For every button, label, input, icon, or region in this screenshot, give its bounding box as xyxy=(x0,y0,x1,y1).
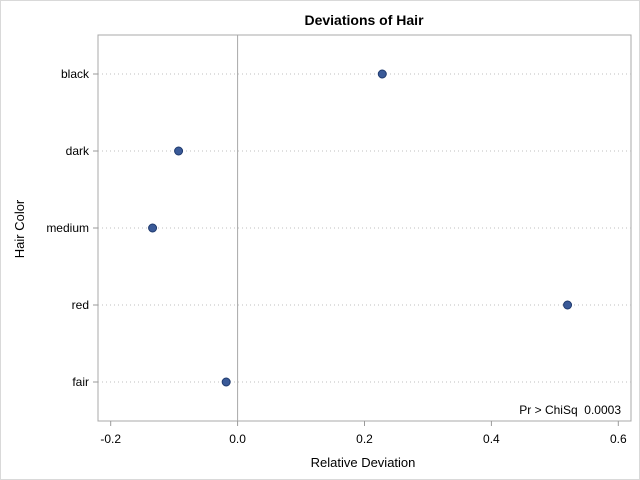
y-axis-title: Hair Color xyxy=(12,199,27,258)
x-tick-label-2: 0.2 xyxy=(356,432,373,446)
data-point-medium xyxy=(148,223,158,233)
data-point-fair xyxy=(221,377,231,387)
y-tick-label-medium: medium xyxy=(46,221,89,235)
x-tick-label-1: 0.0 xyxy=(229,432,246,446)
y-tick-label-fair: fair xyxy=(72,375,89,389)
y-axis-ticks: black dark medium red fair xyxy=(46,67,98,389)
data-markers xyxy=(148,69,573,387)
y-tick-label-dark: dark xyxy=(66,144,90,158)
chart-title: Deviations of Hair xyxy=(304,12,424,28)
data-point-black xyxy=(377,69,387,79)
x-axis-ticks: -0.2 0.0 0.2 0.4 0.6 xyxy=(100,421,627,446)
x-tick-label-0: -0.2 xyxy=(100,432,121,446)
data-point-dark xyxy=(174,146,184,156)
y-tick-label-black: black xyxy=(61,67,90,81)
x-tick-label-3: 0.4 xyxy=(483,432,500,446)
x-tick-label-4: 0.6 xyxy=(610,432,627,446)
x-axis-title: Relative Deviation xyxy=(311,455,416,470)
p-value-annotation: Pr > ChiSq 0.0003 xyxy=(519,403,621,417)
plot-frame xyxy=(97,34,632,422)
y-tick-label-red: red xyxy=(72,298,89,312)
data-point-red xyxy=(563,300,573,310)
grid-lines xyxy=(98,73,631,383)
